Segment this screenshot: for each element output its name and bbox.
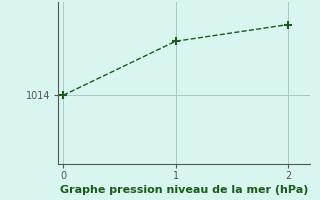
X-axis label: Graphe pression niveau de la mer (hPa): Graphe pression niveau de la mer (hPa) xyxy=(60,185,308,195)
